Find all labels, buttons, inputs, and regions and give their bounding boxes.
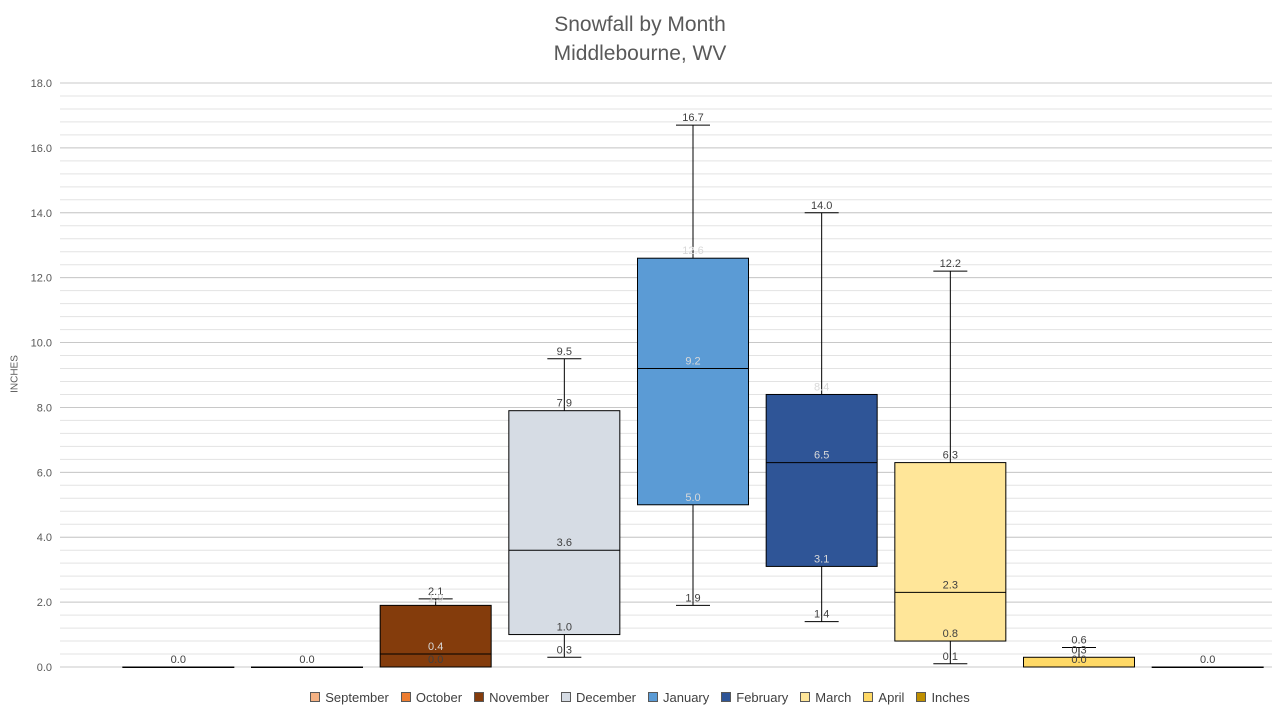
y-tick-label: 2.0 [37,597,52,609]
legend-label: December [576,689,637,705]
legend-swatch [721,692,732,702]
box-december [508,410,621,636]
y-tick-label: 8.0 [37,402,52,414]
y-axis-label: INCHES [9,355,21,393]
legend-item: October [400,689,463,705]
data-label: 5.0 [685,492,700,504]
legend-swatch [474,692,485,702]
data-label: 1.9 [685,592,700,604]
box-february [765,393,878,567]
legend-item: Inches [916,689,970,705]
legend-item: September [310,690,389,705]
legend-swatch [310,692,321,702]
data-label: 12.2 [940,258,961,270]
data-label: 7.9 [557,398,572,410]
legend-label: October [415,689,463,705]
data-label: 0.0 [1071,654,1086,666]
data-label: 14.0 [811,200,832,212]
legend-label: March [815,689,852,705]
legend-swatch [400,692,411,702]
data-label: 8.4 [814,381,829,393]
y-tick-label: 10.0 [31,338,52,350]
y-tick-label: 12.0 [31,273,52,285]
data-label: 3.1 [814,553,829,565]
data-label: 0.3 [1071,644,1086,656]
legend-item: January [648,690,709,705]
data-label: 0.4 [428,641,443,653]
legend-swatch [800,692,811,702]
data-label: 2.3 [943,579,958,591]
chart-title-line-1: Snowfall by Month [554,13,726,36]
data-label: 12.6 [682,245,703,257]
legend-label: September [325,689,389,705]
data-label: 0.0 [1200,654,1215,666]
data-label: 3.6 [557,537,572,549]
y-tick-label: 18.0 [31,78,52,90]
data-label: 0.0 [428,654,443,666]
chart-title: Snowfall by Month Middlebourne, WV [0,10,1280,68]
y-tick-label: 0.0 [37,662,52,674]
box-november [379,604,492,668]
legend-swatch [916,692,927,702]
data-label: 9.5 [557,346,572,358]
legend-swatch [648,692,659,702]
legend-item: December [561,690,636,705]
data-label: 9.2 [685,356,700,368]
data-label: 0.1 [943,651,958,663]
legend-item: March [800,690,851,705]
data-label: 1.9 [428,592,443,604]
box-march [894,462,1007,642]
legend-label: Inches [931,689,970,705]
y-tick-label: 14.0 [31,208,52,220]
data-label: 6.5 [814,450,829,462]
legend: September October November December January F… [0,687,1280,707]
data-label: 0.3 [557,644,572,656]
legend-item: February [721,690,788,705]
y-tick-label: 16.0 [31,143,52,155]
data-label: 0.8 [943,628,958,640]
data-label: 2.1 [428,586,443,598]
legend-item: November [474,690,549,705]
data-label: 0.0 [299,654,314,666]
data-label: 0.6 [1071,635,1086,647]
y-tick-label: 4.0 [37,532,52,544]
legend-label: November [489,689,550,705]
data-label: 0.0 [171,654,186,666]
legend-label: April [878,689,905,705]
legend-item: April [863,690,904,705]
y-tick-label: 6.0 [37,467,52,479]
legend-label: February [736,689,789,705]
box-january [637,257,749,506]
chart-title-line-2: Middlebourne, WV [553,42,727,65]
legend-label: January [663,689,710,705]
data-label: 6.3 [943,450,958,462]
legend-swatch [561,692,572,702]
data-label: 16.7 [682,112,703,124]
data-label: 1.4 [814,609,829,621]
legend-swatch [863,692,874,702]
data-label: 1.0 [557,622,572,634]
